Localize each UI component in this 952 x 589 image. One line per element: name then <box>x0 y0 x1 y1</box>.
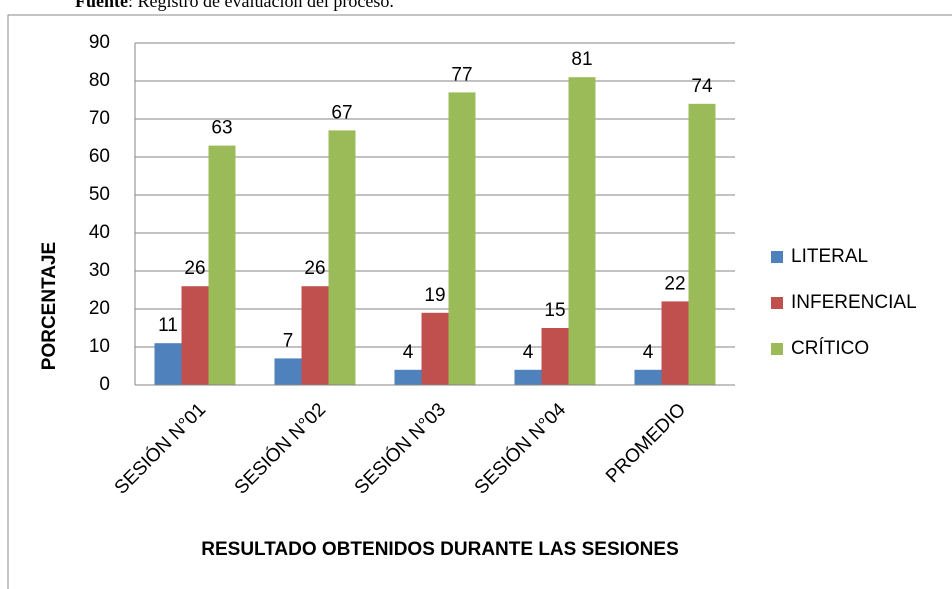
legend-label: CRÍTICO <box>791 338 869 359</box>
x-tick-label: SESIÓN N°04 <box>470 398 570 498</box>
x-axis-title: RESULTADO OBTENIDOS DURANTE LAS SESIONES <box>201 539 679 560</box>
x-tick-label: SESIÓN N°03 <box>350 399 450 499</box>
legend-label: LITERAL <box>791 246 868 267</box>
y-tick-label: 90 <box>89 32 110 53</box>
bar <box>568 77 596 385</box>
bar <box>661 301 689 385</box>
bar <box>448 92 476 386</box>
data-label: 63 <box>211 118 232 139</box>
bar <box>208 145 236 385</box>
data-label: 67 <box>331 102 352 123</box>
y-tick-label: 30 <box>89 260 110 281</box>
y-axis-title: PORCENTAJE <box>39 242 60 370</box>
data-label: 15 <box>544 300 565 321</box>
y-tick-label: 60 <box>89 146 110 167</box>
data-label: 77 <box>451 64 472 85</box>
legend-swatch <box>771 251 783 263</box>
x-tick-label: SESIÓN N°01 <box>110 399 210 499</box>
source-text: : Registro de evaluación del proceso. <box>128 0 394 11</box>
bar <box>394 369 422 385</box>
bar <box>181 286 209 385</box>
data-label: 74 <box>691 76 713 97</box>
source-note: Fuente: Registro de evaluación del proce… <box>75 0 394 11</box>
data-label: 26 <box>184 258 205 279</box>
source-label: Fuente <box>75 0 128 11</box>
x-tick-label: SESIÓN N°02 <box>230 399 330 499</box>
data-label: 26 <box>304 258 325 279</box>
data-label: 81 <box>571 49 592 70</box>
legend-label: INFERENCIAL <box>791 292 917 313</box>
data-label: 22 <box>664 273 685 294</box>
y-tick-label: 20 <box>89 298 110 319</box>
y-tick-label: 70 <box>89 108 110 129</box>
bar <box>301 286 329 385</box>
data-label: 4 <box>403 342 414 363</box>
data-label: 4 <box>643 342 654 363</box>
data-label: 11 <box>158 315 178 336</box>
y-tick-label: 10 <box>89 336 110 357</box>
bar <box>688 103 716 386</box>
data-label: 19 <box>424 285 445 306</box>
data-label: 4 <box>523 342 534 363</box>
y-tick-label: 40 <box>89 222 110 243</box>
y-tick-label: 80 <box>89 70 110 91</box>
bar <box>328 130 356 385</box>
bar <box>514 369 542 385</box>
chart-border <box>7 14 952 589</box>
bar <box>421 312 449 385</box>
y-tick-label: 0 <box>99 374 110 395</box>
data-label: 7 <box>283 330 294 351</box>
legend-swatch <box>771 297 783 309</box>
x-tick-label: PROMEDIO <box>602 399 690 487</box>
bar <box>634 369 662 385</box>
bar <box>154 343 182 385</box>
bar <box>541 328 569 385</box>
bar <box>274 358 302 385</box>
y-tick-label: 50 <box>89 184 110 205</box>
legend-swatch <box>771 343 783 355</box>
